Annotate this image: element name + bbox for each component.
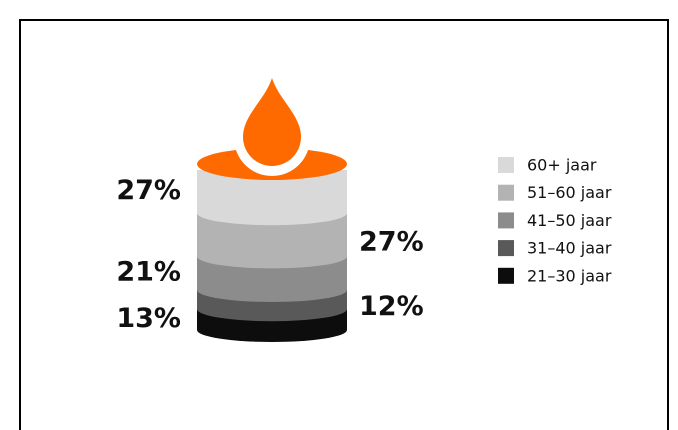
flame <box>243 78 301 166</box>
legend-swatch <box>498 212 514 229</box>
legend-label: 51–60 jaar <box>527 183 612 202</box>
value-label: 27% <box>359 226 424 257</box>
value-label: 27% <box>116 175 181 206</box>
frame <box>19 19 669 430</box>
legend-swatch <box>498 157 514 173</box>
legend-swatch <box>498 267 514 284</box>
cylinder <box>197 70 347 342</box>
legend-label: 41–50 jaar <box>527 211 612 230</box>
segment <box>197 213 347 269</box>
segment <box>197 170 347 226</box>
legend-swatch <box>498 184 514 201</box>
legend-label: 31–40 jaar <box>527 239 612 258</box>
value-label: 12% <box>359 291 424 322</box>
value-label: 21% <box>116 257 181 288</box>
legend-label: 60+ jaar <box>527 156 597 175</box>
legend-label: 21–30 jaar <box>527 266 612 285</box>
value-label: 13% <box>116 303 181 334</box>
legend-swatch <box>498 240 514 257</box>
legend: 60+ jaar 51–60 jaar 41–50 jaar 31–40 jaar 21… <box>498 156 612 285</box>
segment <box>197 256 347 302</box>
